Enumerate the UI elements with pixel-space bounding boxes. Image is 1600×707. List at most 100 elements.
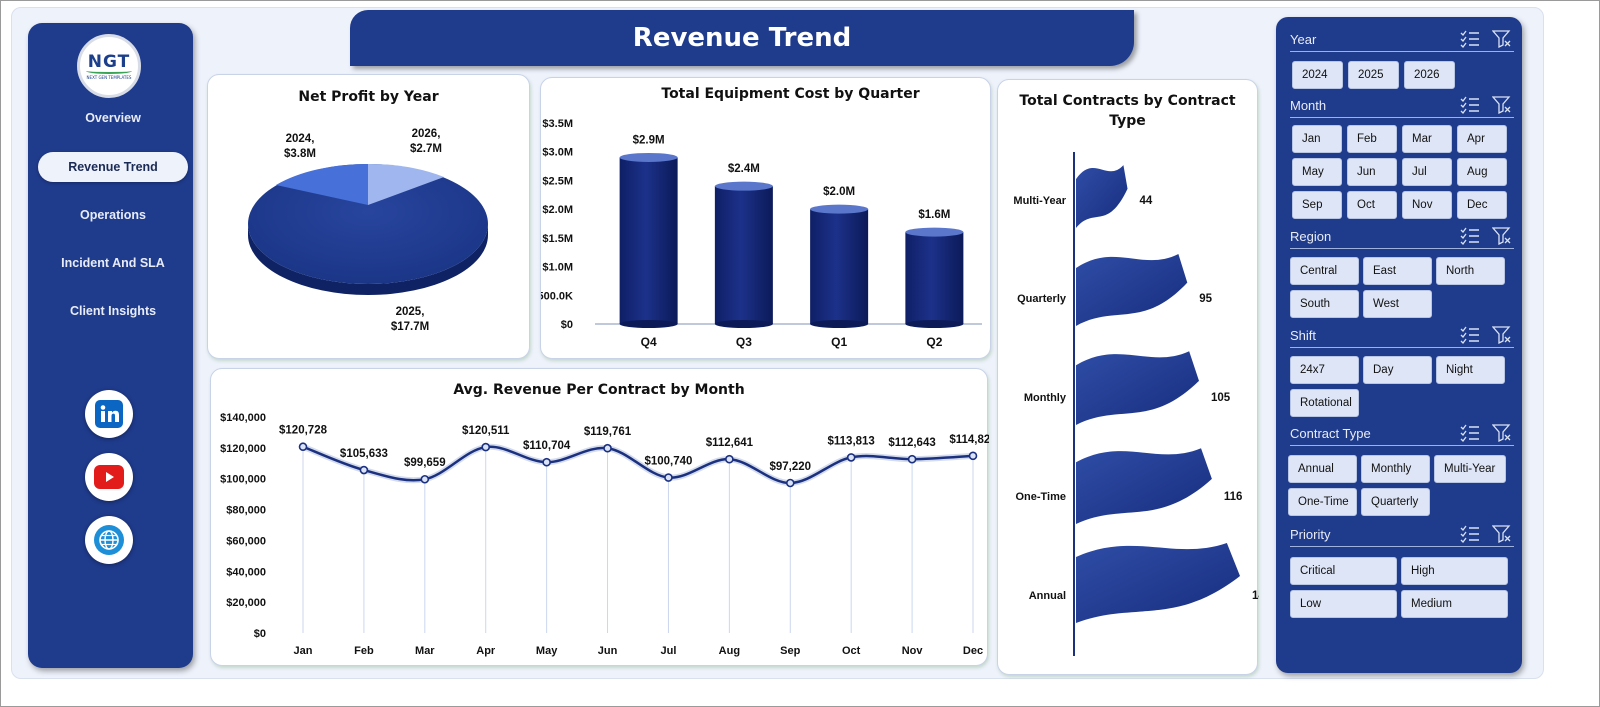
- line-point-jun: [603, 443, 612, 453]
- filter-shift-day[interactable]: Day: [1363, 356, 1432, 384]
- contracts-data-label: 116: [1224, 491, 1243, 503]
- youtube-icon: [94, 465, 124, 489]
- line-data-label: $114,822: [949, 434, 989, 446]
- filter-month-jun[interactable]: Jun: [1347, 158, 1397, 186]
- line-data-label: $113,813: [828, 435, 875, 447]
- bar-base: [619, 320, 678, 328]
- filter-month-oct[interactable]: Oct: [1347, 191, 1397, 219]
- multi-select-icon[interactable]: [1460, 424, 1480, 442]
- contracts-flag-annual: [1076, 543, 1240, 623]
- filter-priority-low[interactable]: Low: [1290, 590, 1397, 618]
- line-month-label: May: [536, 645, 558, 657]
- line-month-label: Mar: [415, 645, 435, 657]
- sidebar-item-revenue-trend[interactable]: Revenue Trend: [38, 152, 188, 182]
- sidebar-item-overview[interactable]: Overview: [85, 111, 141, 125]
- website-button[interactable]: [85, 516, 133, 564]
- filter-region-east[interactable]: East: [1363, 257, 1432, 285]
- filter-contract-monthly[interactable]: Monthly: [1361, 455, 1430, 483]
- filter-year-2024[interactable]: 2024: [1292, 61, 1343, 89]
- filter-month-apr[interactable]: Apr: [1457, 125, 1507, 153]
- filter-contract-quarterly[interactable]: Quarterly: [1361, 488, 1430, 516]
- filter-priority-high[interactable]: High: [1401, 557, 1508, 585]
- contracts-data-label: 140: [1252, 590, 1259, 602]
- filter-region-central[interactable]: Central: [1290, 257, 1359, 285]
- filter-shift-night[interactable]: Night: [1436, 356, 1505, 384]
- bar-data-label: $1.6M: [918, 209, 950, 221]
- line-data-label: $112,643: [888, 437, 935, 449]
- pie-label-2024-year: 2024,: [286, 133, 315, 145]
- contracts-category-label: Quarterly: [1017, 293, 1067, 305]
- line-point-jan: [298, 442, 308, 452]
- filter-year-2025[interactable]: 2025: [1348, 61, 1399, 89]
- multi-select-icon[interactable]: [1460, 525, 1480, 543]
- page-title: Revenue Trend: [632, 23, 852, 53]
- filter-contract-multi-year[interactable]: Multi-Year: [1434, 455, 1506, 483]
- pie-chart-title: Net Profit by Year: [298, 89, 439, 105]
- filter-month-nov[interactable]: Nov: [1402, 191, 1452, 219]
- clear-filter-icon[interactable]: [1492, 424, 1512, 442]
- pie-slice-2026: [368, 163, 444, 205]
- filter-month-mar[interactable]: Mar: [1402, 125, 1452, 153]
- filter-contract-annual[interactable]: Annual: [1288, 455, 1357, 483]
- filter-shift-24x7[interactable]: 24x7: [1290, 356, 1359, 384]
- contracts-category-label: Annual: [1029, 590, 1066, 602]
- filter-region-north[interactable]: North: [1436, 257, 1505, 285]
- line-y-tick: $0: [254, 628, 266, 640]
- bar-q3: [714, 186, 773, 324]
- slicer-title-year: Year: [1290, 32, 1317, 47]
- line-month-label: Sep: [780, 645, 800, 657]
- linkedin-button[interactable]: [85, 390, 133, 438]
- filter-month-feb[interactable]: Feb: [1347, 125, 1397, 153]
- slicer-title-region: Region: [1290, 229, 1332, 244]
- bar-y-tick: $500.0K: [541, 290, 573, 302]
- pie-label-2025-value: $17.7M: [391, 321, 429, 333]
- clear-filter-icon[interactable]: [1492, 96, 1512, 114]
- filter-region-west[interactable]: West: [1363, 290, 1432, 318]
- filter-region-south[interactable]: South: [1290, 290, 1359, 318]
- bar-q2: [905, 232, 964, 324]
- line-point-feb: [359, 465, 369, 475]
- filter-month-sep[interactable]: Sep: [1292, 191, 1342, 219]
- filter-month-jan[interactable]: Jan: [1292, 125, 1342, 153]
- bar-y-tick: $1.5M: [542, 233, 573, 245]
- bar-data-label: $2.4M: [728, 163, 760, 175]
- line-y-tick: $80,000: [226, 505, 266, 517]
- line-month-label: Oct: [842, 645, 861, 657]
- line-point-oct: [846, 453, 856, 462]
- filter-priority-medium[interactable]: Medium: [1401, 590, 1508, 618]
- filter-year-2026[interactable]: 2026: [1404, 61, 1455, 89]
- sidebar-item-incident-and-sla[interactable]: Incident And SLA: [61, 256, 165, 270]
- clear-filter-icon[interactable]: [1492, 525, 1512, 543]
- pie-chart: 2024, $3.8M 2026, $2.7M 2025, $17.7M: [248, 128, 488, 333]
- bar-base: [905, 320, 964, 328]
- contracts-category-label: Monthly: [1024, 392, 1067, 404]
- filter-month-aug[interactable]: Aug: [1457, 158, 1507, 186]
- multi-select-icon[interactable]: [1460, 227, 1480, 245]
- filter-priority-critical[interactable]: Critical: [1290, 557, 1397, 585]
- filter-month-may[interactable]: May: [1292, 158, 1342, 186]
- line-month-label: Apr: [476, 645, 496, 657]
- line-month-label: Nov: [902, 645, 924, 657]
- pie-slice-2024: [276, 163, 368, 205]
- bar-top: [810, 204, 869, 214]
- filter-month-dec[interactable]: Dec: [1457, 191, 1507, 219]
- multi-select-icon[interactable]: [1460, 30, 1480, 48]
- filter-panel: Year 2024 2025 2026 Month Jan Feb Mar Ap…: [1276, 17, 1522, 673]
- clear-filter-icon[interactable]: [1492, 227, 1512, 245]
- line-y-tick: $120,000: [220, 443, 266, 455]
- multi-select-icon[interactable]: [1460, 326, 1480, 344]
- filter-month-jul[interactable]: Jul: [1402, 158, 1452, 186]
- line-data-label: $105,633: [340, 448, 388, 460]
- youtube-button[interactable]: [85, 453, 133, 501]
- bar-y-tick: $0: [561, 319, 573, 331]
- sidebar-item-operations[interactable]: Operations: [80, 208, 146, 222]
- filter-contract-one-time[interactable]: One-Time: [1288, 488, 1357, 516]
- logo-arc: [86, 68, 132, 74]
- bar-category-label: Q1: [831, 335, 847, 349]
- bar-data-label: $2.0M: [823, 186, 855, 198]
- clear-filter-icon[interactable]: [1492, 30, 1512, 48]
- sidebar-item-client-insights[interactable]: Client Insights: [69, 304, 157, 318]
- clear-filter-icon[interactable]: [1492, 326, 1512, 344]
- multi-select-icon[interactable]: [1460, 96, 1480, 114]
- filter-shift-rotational[interactable]: Rotational: [1290, 389, 1359, 417]
